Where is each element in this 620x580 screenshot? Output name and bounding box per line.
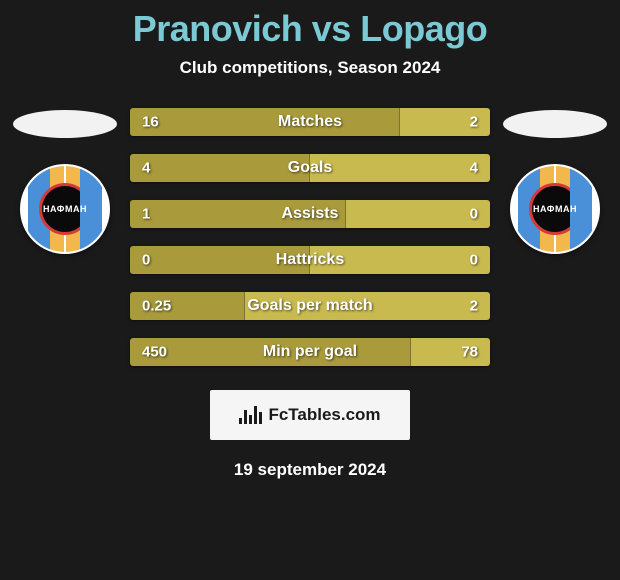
stat-value-left: 450 bbox=[142, 344, 167, 361]
stat-bar: 10Assists bbox=[130, 200, 490, 228]
stat-value-left: 1 bbox=[142, 206, 150, 223]
team-logo-left: НАФМАН bbox=[20, 164, 110, 254]
stat-value-left: 0.25 bbox=[142, 298, 171, 315]
logo-text-left: НАФМАН bbox=[22, 204, 108, 214]
stat-segment-left bbox=[130, 154, 310, 182]
stat-value-right: 0 bbox=[470, 252, 478, 269]
logo-text-right: НАФМАН bbox=[512, 204, 598, 214]
stat-bar: 162Matches bbox=[130, 108, 490, 136]
stat-bar: 00Hattricks bbox=[130, 246, 490, 274]
stat-segment-right bbox=[245, 292, 490, 320]
stat-bar: 44Goals bbox=[130, 154, 490, 182]
stat-value-left: 0 bbox=[142, 252, 150, 269]
stat-value-right: 78 bbox=[461, 344, 478, 361]
stat-bar: 45078Min per goal bbox=[130, 338, 490, 366]
team-logo-right: НАФМАН bbox=[510, 164, 600, 254]
placeholder-ellipse-left bbox=[13, 110, 117, 138]
stat-value-left: 4 bbox=[142, 160, 150, 177]
stat-segment-left bbox=[130, 200, 346, 228]
stat-value-left: 16 bbox=[142, 114, 159, 131]
stat-value-right: 4 bbox=[470, 160, 478, 177]
placeholder-ellipse-right bbox=[503, 110, 607, 138]
right-side: НАФМАН bbox=[500, 108, 610, 254]
page-title: Pranovich vs Lopago bbox=[0, 8, 620, 50]
stat-segment-right bbox=[346, 200, 490, 228]
footer-date: 19 september 2024 bbox=[0, 460, 620, 480]
stat-value-right: 2 bbox=[470, 298, 478, 315]
stat-bars: 162Matches44Goals10Assists00Hattricks0.2… bbox=[130, 108, 490, 366]
comparison-row: НАФМАН 162Matches44Goals10Assists00Hattr… bbox=[0, 108, 620, 366]
brand-label: FcTables.com bbox=[268, 405, 380, 425]
stat-segment-left bbox=[130, 246, 310, 274]
stat-segment-left bbox=[130, 338, 411, 366]
stat-value-right: 0 bbox=[470, 206, 478, 223]
brand-badge: FcTables.com bbox=[210, 390, 410, 440]
page-subtitle: Club competitions, Season 2024 bbox=[0, 58, 620, 78]
chart-icon bbox=[239, 406, 262, 424]
left-side: НАФМАН bbox=[10, 108, 120, 254]
root: Pranovich vs Lopago Club competitions, S… bbox=[0, 0, 620, 580]
stat-segment-right bbox=[310, 246, 490, 274]
stat-bar: 0.252Goals per match bbox=[130, 292, 490, 320]
stat-value-right: 2 bbox=[470, 114, 478, 131]
stat-segment-left bbox=[130, 108, 400, 136]
stat-segment-right bbox=[310, 154, 490, 182]
